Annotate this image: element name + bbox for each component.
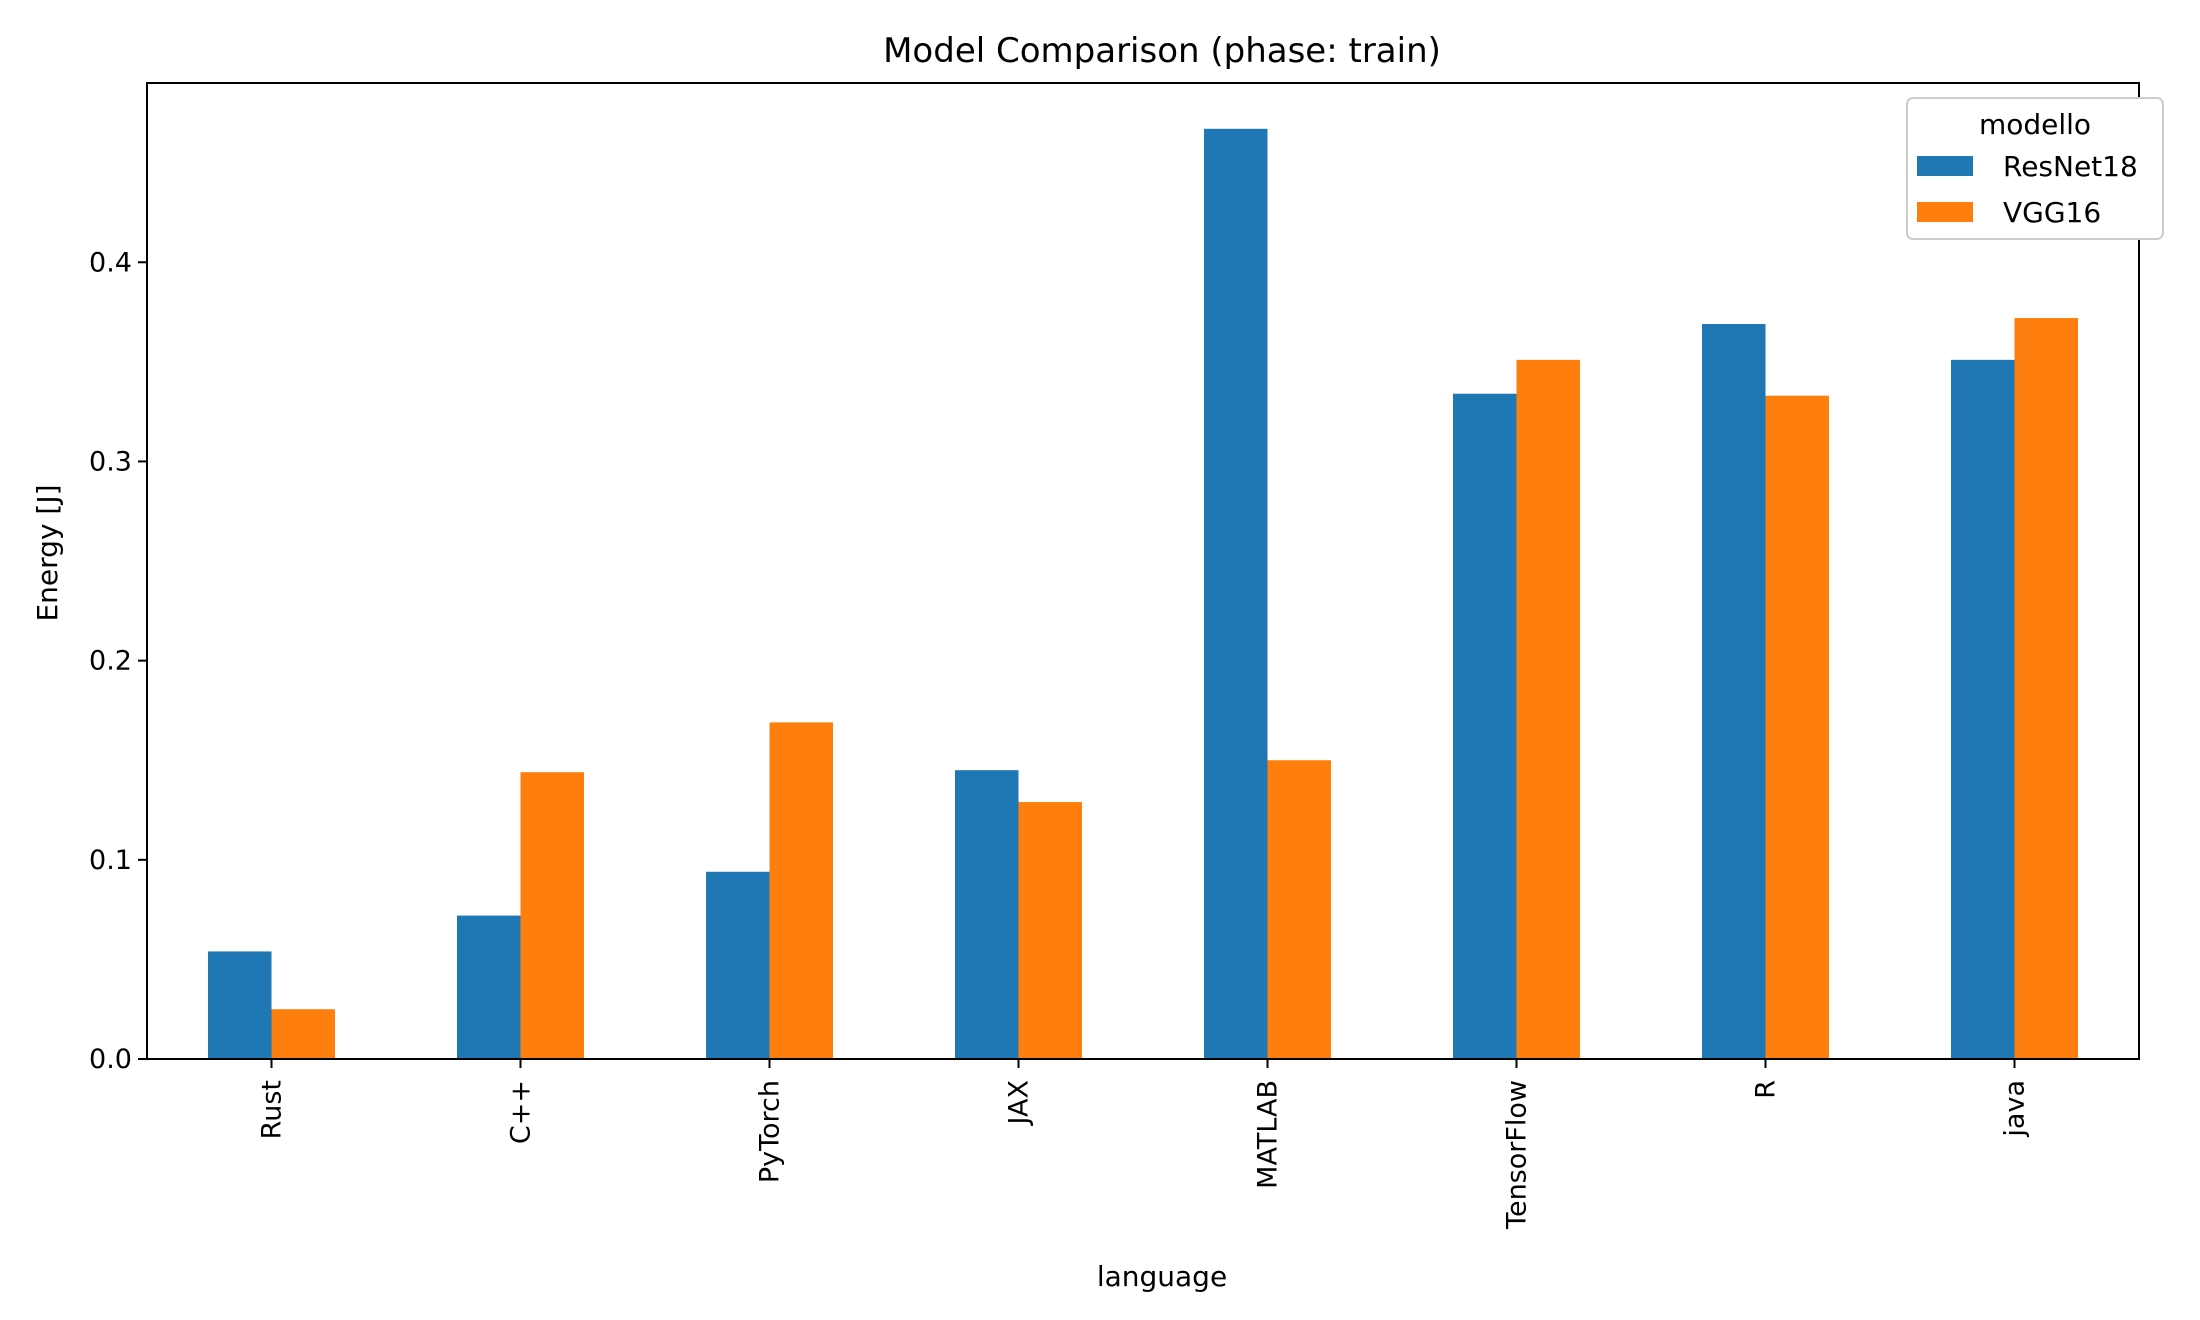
- legend-swatch-resnet18: [1917, 156, 1973, 176]
- bar-vgg16-pytorch: [769, 722, 833, 1059]
- bar-resnet18-jax: [955, 770, 1019, 1059]
- y-tick-label: 0.2: [89, 646, 132, 677]
- x-tick-label-jax: JAX: [1004, 1080, 1035, 1126]
- bar-resnet18-java: [1951, 359, 2015, 1059]
- bar-resnet18-r: [1702, 324, 1766, 1060]
- y-tick-label: 0.4: [89, 247, 132, 278]
- bar-resnet18-matlab: [1204, 128, 1268, 1059]
- plot-area: [146, 82, 2140, 1060]
- y-tick-label: 0.3: [89, 446, 132, 477]
- x-tick-label-cplusplus: C++: [506, 1080, 537, 1144]
- x-tick-label-java: java: [2000, 1080, 2031, 1138]
- x-tick-label-pytorch: PyTorch: [755, 1080, 786, 1183]
- legend-label-resnet18: ResNet18: [2003, 150, 2138, 183]
- bar-vgg16-matlab: [1267, 760, 1331, 1059]
- bar-resnet18-rust: [208, 951, 272, 1059]
- x-tick-label-rust: Rust: [257, 1080, 288, 1139]
- bar-resnet18-pytorch: [706, 871, 770, 1059]
- bar-vgg16-rust: [271, 1009, 335, 1059]
- bar-resnet18-cplusplus: [457, 915, 521, 1059]
- legend: modello ResNet18 VGG16: [1906, 97, 2164, 240]
- chart-title: Model Comparison (phase: train): [883, 31, 1441, 71]
- y-axis-title: Energy [J]: [31, 484, 64, 621]
- y-tick-label: 0.1: [89, 845, 132, 876]
- x-tick-label-tensorflow: TensorFlow: [1502, 1080, 1533, 1230]
- y-axis: 0.0 0.1 0.2 0.3 0.4: [89, 247, 147, 1075]
- x-tick-label-matlab: MATLAB: [1253, 1080, 1284, 1189]
- bar-vgg16-r: [1765, 395, 1829, 1059]
- bar-vgg16-cplusplus: [520, 772, 584, 1059]
- bar-vgg16-java: [2014, 318, 2078, 1059]
- bar-vgg16-tensorflow: [1516, 359, 1580, 1059]
- x-axis-title: language: [1097, 1260, 1227, 1293]
- x-tick-label-r: R: [1751, 1080, 1782, 1099]
- bar-vgg16-jax: [1018, 802, 1082, 1059]
- bar-resnet18-tensorflow: [1453, 393, 1517, 1059]
- legend-title: modello: [1979, 108, 2091, 141]
- y-tick-label: 0.0: [89, 1044, 132, 1075]
- plot-frame: [146, 82, 2140, 1060]
- legend-swatch-vgg16: [1917, 202, 1973, 222]
- legend-label-vgg16: VGG16: [2003, 196, 2101, 229]
